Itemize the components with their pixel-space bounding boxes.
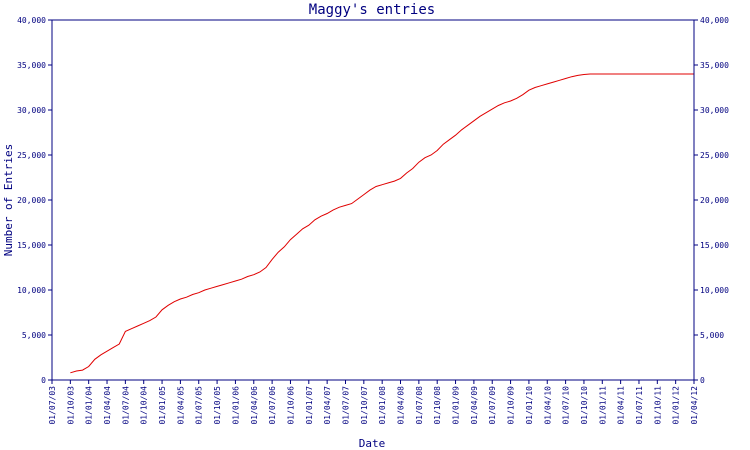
- x-tick-label: 01/04/06: [250, 386, 259, 425]
- y-tick-label-right: 10,000: [700, 286, 729, 295]
- x-tick-label: 01/01/04: [85, 386, 94, 425]
- x-tick-label: 01/10/05: [213, 386, 222, 425]
- x-tick-label: 01/04/09: [470, 386, 479, 425]
- y-tick-label-right: 30,000: [700, 106, 729, 115]
- series-line: [70, 73, 694, 374]
- x-tick-label: 01/10/03: [66, 386, 75, 425]
- x-tick-label: 01/01/08: [378, 386, 387, 425]
- y-tick-label-right: 15,000: [700, 241, 729, 250]
- y-tick-label-right: 20,000: [700, 196, 729, 205]
- axis-ticks: [48, 19, 698, 384]
- x-tick-label: 01/07/06: [268, 386, 277, 425]
- x-tick-label: 01/10/09: [507, 386, 516, 425]
- x-tick-label: 01/01/09: [452, 386, 461, 425]
- x-axis-title: Date: [359, 437, 386, 450]
- y-tick-label-left: 20,000: [17, 196, 46, 205]
- y-tick-label-left: 40,000: [17, 16, 46, 25]
- y-tick-label-right: 0: [700, 376, 705, 385]
- x-tick-label: 01/10/07: [360, 386, 369, 425]
- y-tick-label-left: 0: [41, 376, 46, 385]
- x-tick-label: 01/01/07: [305, 386, 314, 425]
- y-tick-label-left: 10,000: [17, 286, 46, 295]
- x-tick-label: 01/10/08: [433, 386, 442, 425]
- x-tick-label: 01/07/08: [415, 386, 424, 425]
- x-tick-label: 01/04/10: [543, 386, 552, 425]
- series-layer: [70, 73, 694, 374]
- x-tick-label: 01/04/05: [176, 386, 185, 425]
- x-tick-label: 01/01/10: [525, 386, 534, 425]
- x-tick-label: 01/04/07: [323, 386, 332, 425]
- x-tick-label: 01/07/05: [195, 386, 204, 425]
- y-tick-label-right: 25,000: [700, 151, 729, 160]
- x-tick-label: 01/04/12: [690, 386, 699, 425]
- y-tick-label-left: 30,000: [17, 106, 46, 115]
- tick-labels: 0 0 5,000 5,000 10,000 10,000 15,000 15,000 20,0…: [17, 16, 729, 425]
- y-tick-label-left: 35,000: [17, 61, 46, 70]
- chart-title: Maggy's entries: [309, 2, 435, 18]
- y-axis-title: Number of Entries: [2, 144, 15, 257]
- y-tick-label-left: 25,000: [17, 151, 46, 160]
- x-tick-label: 01/07/09: [488, 386, 497, 425]
- x-tick-label: 01/10/11: [653, 386, 662, 425]
- x-tick-label: 01/01/05: [158, 386, 167, 425]
- x-tick-label: 01/04/08: [397, 386, 406, 425]
- x-tick-label: 01/10/10: [580, 386, 589, 425]
- y-tick-label-left: 5,000: [22, 331, 46, 340]
- plot-frame: [51, 19, 695, 381]
- x-tick-label: 01/04/11: [617, 386, 626, 425]
- y-tick-label-right: 40,000: [700, 16, 729, 25]
- y-tick-label-right: 5,000: [700, 331, 724, 340]
- x-tick-label: 01/10/06: [286, 386, 295, 425]
- x-tick-label: 01/04/04: [103, 386, 112, 425]
- y-tick-label-left: 15,000: [17, 241, 46, 250]
- y-tick-label-right: 35,000: [700, 61, 729, 70]
- x-tick-label: 01/01/11: [598, 386, 607, 425]
- x-tick-label: 01/01/12: [672, 386, 681, 425]
- x-tick-label: 01/07/03: [48, 386, 57, 425]
- x-tick-label: 01/07/11: [635, 386, 644, 425]
- x-tick-label: 01/07/07: [341, 386, 350, 425]
- x-tick-label: 01/10/04: [140, 386, 149, 425]
- x-tick-label: 01/07/10: [562, 386, 571, 425]
- x-tick-label: 01/07/04: [121, 386, 130, 425]
- x-tick-label: 01/01/06: [231, 386, 240, 425]
